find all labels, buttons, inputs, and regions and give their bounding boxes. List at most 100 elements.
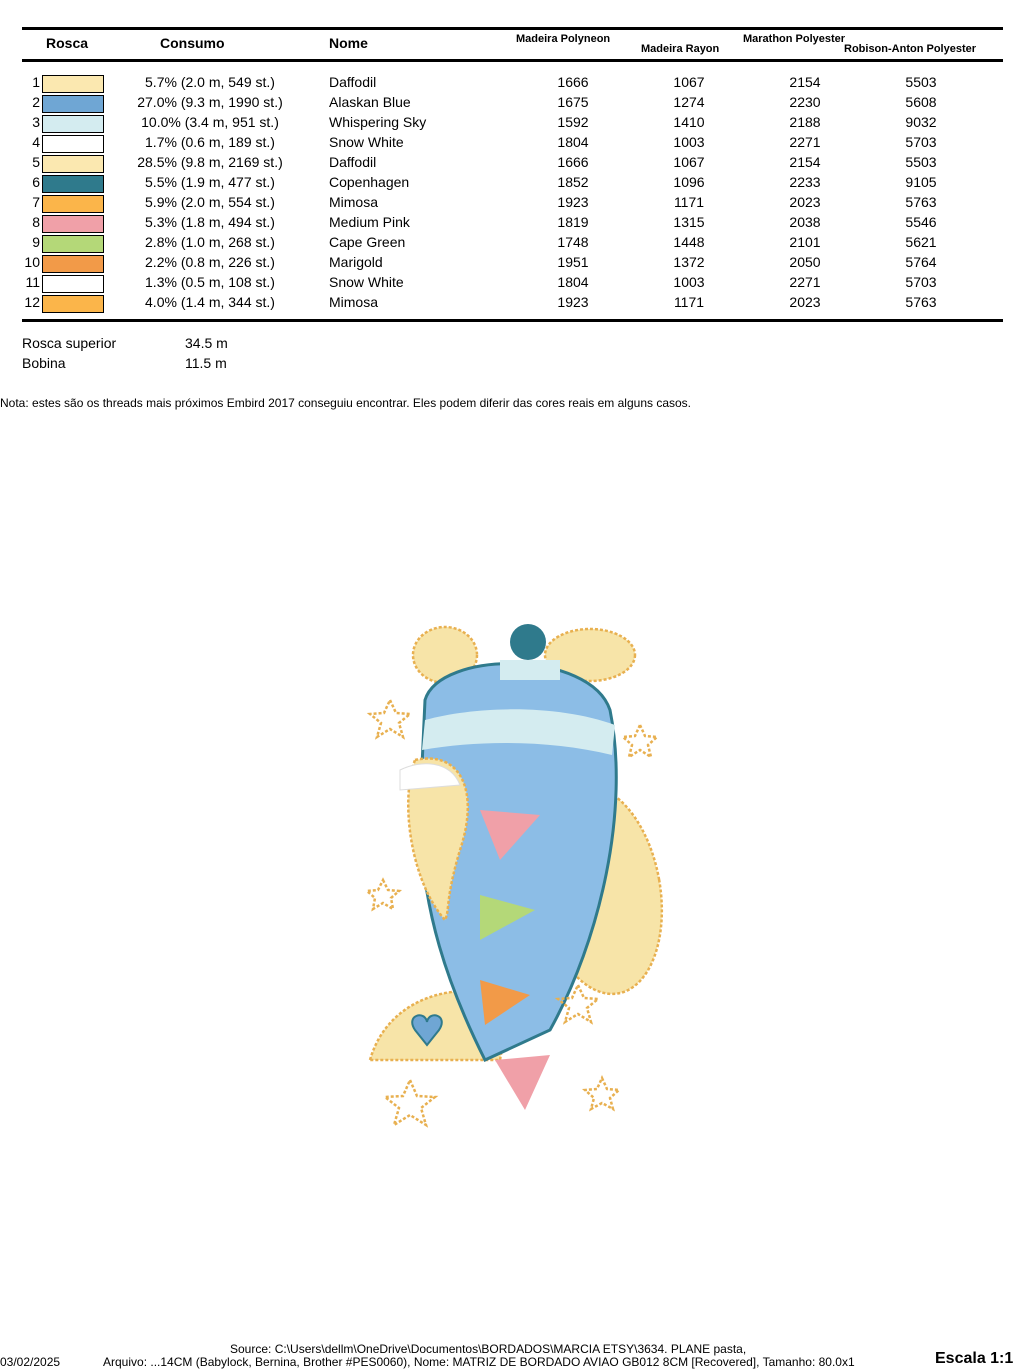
thread-name: Mimosa xyxy=(329,294,379,310)
thread-number: 1 xyxy=(32,74,40,90)
footer-file: Arquivo: ...14CM (Babylock, Bernina, Bro… xyxy=(103,1355,855,1369)
thread-number: 10 xyxy=(24,254,40,270)
madeira-polyneon-code: 1923 xyxy=(557,194,589,210)
table-row: 1 5.7% (2.0 m, 549 st.) Daffodil 1666 10… xyxy=(0,73,1024,93)
robison-code: 5503 xyxy=(905,74,937,90)
thread-name: Daffodil xyxy=(329,154,377,170)
color-swatch xyxy=(42,155,104,173)
madeira-rayon-code: 1003 xyxy=(673,274,705,290)
robison-code: 9105 xyxy=(905,174,937,190)
marathon-code: 2188 xyxy=(789,114,821,130)
madeira-rayon-code: 1448 xyxy=(673,234,705,250)
table-row: 7 5.9% (2.0 m, 554 st.) Mimosa 1923 1171… xyxy=(0,193,1024,213)
table-row: 3 10.0% (3.4 m, 951 st.) Whispering Sky … xyxy=(0,113,1024,133)
table-row: 5 28.5% (9.8 m, 2169 st.) Daffodil 1666 … xyxy=(0,153,1024,173)
madeira-polyneon-code: 1923 xyxy=(557,294,589,310)
madeira-rayon-code: 1410 xyxy=(673,114,705,130)
thread-name: Marigold xyxy=(329,254,383,270)
robison-code: 5763 xyxy=(905,294,937,310)
robison-code: 5703 xyxy=(905,134,937,150)
madeira-polyneon-code: 1804 xyxy=(557,134,589,150)
header-robison: Robison-Anton Polyester xyxy=(844,43,977,55)
marathon-code: 2050 xyxy=(789,254,821,270)
thread-name: Snow White xyxy=(329,274,404,290)
table-row: 4 1.7% (0.6 m, 189 st.) Snow White 1804 … xyxy=(0,133,1024,153)
top-thread-label: Rosca superior xyxy=(22,335,117,351)
consumption: 5.5% (1.9 m, 477 st.) xyxy=(145,174,275,190)
thread-number: 11 xyxy=(25,274,40,290)
thread-number: 2 xyxy=(32,94,40,110)
madeira-rayon-code: 1096 xyxy=(673,174,705,190)
color-swatch xyxy=(42,75,104,93)
robison-code: 9032 xyxy=(905,114,937,130)
thread-name: Whispering Sky xyxy=(329,114,427,130)
thread-name: Daffodil xyxy=(329,74,377,90)
thread-number: 12 xyxy=(24,294,40,310)
thread-name: Snow White xyxy=(329,134,404,150)
consumption: 1.7% (0.6 m, 189 st.) xyxy=(145,134,275,150)
consumption: 5.7% (2.0 m, 549 st.) xyxy=(145,74,275,90)
table-row: 8 5.3% (1.8 m, 494 st.) Medium Pink 1819… xyxy=(0,213,1024,233)
embroidery-preview xyxy=(363,624,664,1128)
madeira-polyneon-code: 1951 xyxy=(557,254,589,270)
madeira-rayon-code: 1171 xyxy=(673,294,705,310)
thread-number: 6 xyxy=(32,174,40,190)
header-madeira-rayon: Madeira Rayon xyxy=(641,43,720,55)
thread-number: 9 xyxy=(32,234,40,250)
consumption: 10.0% (3.4 m, 951 st.) xyxy=(141,114,279,130)
thread-number: 4 xyxy=(32,134,40,150)
top-rule xyxy=(22,27,1003,30)
thread-number: 5 xyxy=(32,154,40,170)
table-row: 12 4.0% (1.4 m, 344 st.) Mimosa 1923 117… xyxy=(0,293,1024,313)
madeira-rayon-code: 1372 xyxy=(673,254,705,270)
consumption: 27.0% (9.3 m, 1990 st.) xyxy=(137,94,283,110)
thread-name: Copenhagen xyxy=(329,174,410,190)
madeira-polyneon-code: 1748 xyxy=(557,234,589,250)
consumption: 1.3% (0.5 m, 108 st.) xyxy=(145,274,275,290)
bobbin-value: 11.5 m xyxy=(185,355,227,371)
consumption: 5.9% (2.0 m, 554 st.) xyxy=(145,194,275,210)
table-row: 11 1.3% (0.5 m, 108 st.) Snow White 1804… xyxy=(0,273,1024,293)
thread-number: 7 xyxy=(32,194,40,210)
color-swatch xyxy=(42,235,104,253)
header-rule xyxy=(22,59,1003,62)
robison-code: 5763 xyxy=(905,194,937,210)
top-thread-value: 34.5 m xyxy=(185,335,228,351)
thread-name: Cape Green xyxy=(329,234,406,250)
consumption: 28.5% (9.8 m, 2169 st.) xyxy=(137,154,283,170)
madeira-polyneon-code: 1666 xyxy=(557,154,589,170)
madeira-polyneon-code: 1852 xyxy=(557,174,589,190)
header-nome: Nome xyxy=(329,35,368,51)
header-consumo: Consumo xyxy=(160,35,225,51)
bobbin-label: Bobina xyxy=(22,355,66,371)
color-swatch xyxy=(42,135,104,153)
consumption: 5.3% (1.8 m, 494 st.) xyxy=(145,214,275,230)
color-swatch xyxy=(42,175,104,193)
robison-code: 5764 xyxy=(905,254,937,270)
thread-name: Alaskan Blue xyxy=(329,94,411,110)
marathon-code: 2230 xyxy=(789,94,821,110)
header-madeira-polyneon: Madeira Polyneon xyxy=(516,33,611,45)
marathon-code: 2023 xyxy=(789,194,821,210)
madeira-polyneon-code: 1592 xyxy=(557,114,589,130)
madeira-polyneon-code: 1666 xyxy=(557,74,589,90)
table-row: 2 27.0% (9.3 m, 1990 st.) Alaskan Blue 1… xyxy=(0,93,1024,113)
madeira-rayon-code: 1067 xyxy=(673,154,705,170)
table-row: 10 2.2% (0.8 m, 226 st.) Marigold 1951 1… xyxy=(0,253,1024,273)
header-rosca: Rosca xyxy=(46,35,89,51)
footer-source: Source: C:\Users\dellm\OneDrive\Document… xyxy=(230,1342,747,1356)
table-row: 6 5.5% (1.9 m, 477 st.) Copenhagen 1852 … xyxy=(0,173,1024,193)
color-swatch xyxy=(42,95,104,113)
footer-scale: Escala 1:1 xyxy=(935,1350,1014,1367)
color-swatch xyxy=(42,275,104,293)
thread-number: 8 xyxy=(32,214,40,230)
robison-code: 5503 xyxy=(905,154,937,170)
marathon-code: 2154 xyxy=(789,154,821,170)
marathon-code: 2154 xyxy=(789,74,821,90)
madeira-rayon-code: 1315 xyxy=(673,214,705,230)
robison-code: 5621 xyxy=(905,234,937,250)
color-swatch xyxy=(42,255,104,273)
bottom-rule xyxy=(22,319,1003,322)
table-row: 9 2.8% (1.0 m, 268 st.) Cape Green 1748 … xyxy=(0,233,1024,253)
madeira-polyneon-code: 1804 xyxy=(557,274,589,290)
